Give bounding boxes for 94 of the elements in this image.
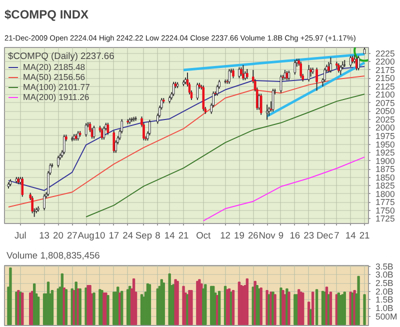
line-series (8, 76, 366, 208)
x-tick-label: 27 (66, 230, 78, 240)
x-tick-label: Jul (14, 230, 26, 240)
x-tick-label: 26 (248, 230, 258, 240)
y-tick-label: 1850 (376, 172, 395, 182)
y-tick-label: 2.0B (376, 286, 394, 296)
y-tick-label: 2150 (376, 73, 395, 84)
y-tick-label: 1750 (376, 205, 395, 216)
y-tick-label: 2225 (376, 48, 395, 58)
y-tick-label: 3.5B (376, 261, 394, 272)
x-tick-label: 12 (220, 230, 230, 240)
y-tick-label: 2.5B (376, 278, 394, 288)
legend-label: MA(50) 2156.56 (23, 72, 86, 82)
y-tick-label: 1725 (376, 214, 395, 224)
candlestick (106, 122, 110, 136)
y-tick-label: 1950 (376, 139, 395, 150)
chart-title: $COMPQ INDX (4, 8, 89, 22)
candlestick (63, 134, 66, 155)
x-tick-label: Dec (316, 230, 334, 240)
x-tick-label: 23 (304, 230, 314, 240)
candlestick (100, 128, 104, 140)
x-tick-label: Sep (135, 230, 152, 240)
candlestick (288, 70, 290, 81)
y-tick-label: 1875 (376, 164, 395, 174)
candlestick (266, 104, 268, 120)
y-tick-label: 1975 (376, 130, 395, 141)
y-tick-label: 3.0B (376, 270, 394, 280)
y-tick-label: 2025 (376, 114, 395, 124)
y-tick-label: 2125 (376, 81, 395, 92)
candlestick (340, 64, 342, 76)
candlestick (324, 67, 326, 82)
x-tick-label: 9 (278, 230, 284, 240)
candlestick (242, 64, 244, 81)
legend-title: $COMPQ (Daily) 2237.66 (8, 51, 114, 61)
legend-label: MA(100) 2101.77 (23, 82, 90, 92)
chart-title: Volume 1,808,835,456 (6, 250, 100, 260)
y-tick-label: 500M (376, 311, 398, 322)
y-tick-label: 1.5B (376, 294, 394, 305)
x-tick-label: Oct (196, 230, 212, 240)
candlestick (294, 60, 296, 76)
candlestick (43, 194, 46, 211)
legend-label: MA(200) 1911.26 (23, 92, 90, 102)
x-tick-label: 21 (178, 230, 189, 240)
candlestick (21, 176, 24, 198)
y-tick-label: 1.0B (376, 303, 394, 313)
x-tick-label: 24 (122, 230, 134, 240)
x-tick-label: Nov (258, 230, 276, 240)
y-tick-label: 1800 (376, 188, 395, 199)
candlestick (349, 55, 352, 68)
x-tick-label: 13 (39, 230, 50, 240)
candlestick (238, 66, 240, 79)
x-tick-label: Aug (78, 230, 94, 240)
y-tick-label: 2050 (376, 106, 395, 116)
candlestick (202, 84, 205, 112)
candlestick (232, 68, 234, 79)
y-tick-label: 1925 (376, 148, 395, 158)
candlestick (316, 67, 318, 92)
legend-label: MA(20) 2185.48 (23, 62, 86, 72)
candlestick (286, 70, 288, 81)
candlestick (328, 62, 330, 74)
y-tick-label: 2100 (376, 90, 395, 100)
candlestick (57, 155, 60, 168)
y-tick-label: 2175 (376, 64, 395, 75)
y-tick-label: 2000 (376, 122, 395, 133)
line-series (8, 66, 366, 191)
candlestick (112, 130, 116, 154)
x-tick-label: 7 (334, 230, 340, 240)
x-tick-label: 8 (155, 230, 160, 240)
x-tick-label: 14 (345, 230, 356, 240)
candlestick (330, 56, 332, 74)
line-series (202, 156, 366, 222)
y-tick-label: 1825 (376, 180, 395, 191)
candlestick (357, 55, 360, 71)
candlestick (308, 64, 310, 82)
x-tick-label: 20 (53, 230, 64, 240)
x-tick-label: 16 (290, 230, 300, 240)
y-tick-label: 1900 (376, 156, 395, 166)
y-tick-label: 1775 (376, 197, 395, 208)
candlestick (172, 81, 175, 97)
candlestick (84, 122, 88, 138)
candlestick (260, 93, 262, 116)
x-tick-label: 10 (94, 230, 106, 240)
y-tick-label: 2075 (376, 98, 395, 108)
candlestick (338, 62, 340, 74)
x-tick-label: 19 (234, 230, 244, 240)
candlestick (102, 126, 106, 140)
x-tick-label: 21 (359, 230, 370, 240)
x-tick-label: 14 (164, 230, 175, 240)
candlestick (31, 196, 34, 214)
candlestick (300, 61, 302, 78)
y-tick-label: 2200 (376, 56, 395, 67)
candlestick (228, 68, 230, 84)
x-tick-label: 17 (108, 230, 120, 240)
candlestick (246, 68, 248, 80)
